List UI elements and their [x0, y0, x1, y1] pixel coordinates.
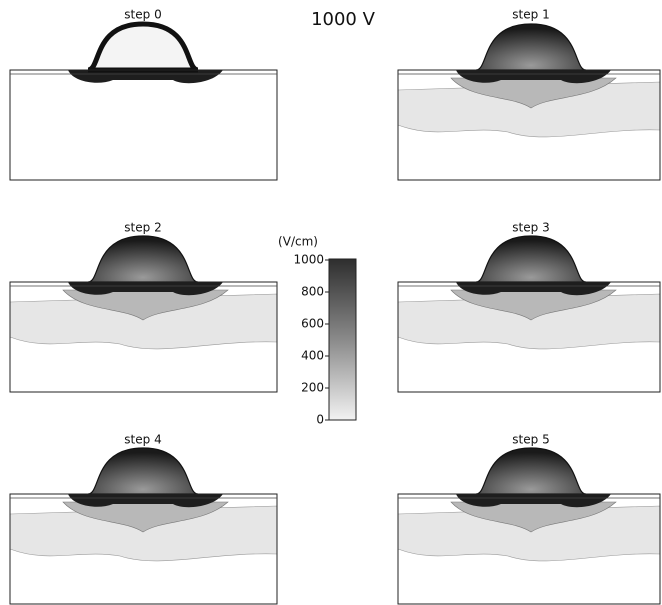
panel-title: step 4: [124, 433, 161, 447]
panel-title: step 1: [512, 8, 549, 22]
panel-title: step 2: [124, 221, 161, 235]
dome: [88, 24, 198, 70]
colorbar: [329, 259, 356, 420]
colorbar-tick-label: 0: [316, 413, 324, 427]
figure-title: 1000 V: [311, 9, 376, 30]
dome: [476, 448, 586, 494]
panel-frame: [10, 70, 277, 180]
colorbar-tick-label: 1000: [293, 253, 324, 267]
dome: [476, 24, 586, 70]
colorbar-tick-label: 800: [301, 285, 324, 299]
figure: 1000 V (V/cm) 0 200 400 600 800 1000 step 0 ste…: [0, 0, 662, 605]
dome: [88, 236, 198, 282]
panel-title: step 3: [512, 221, 549, 235]
colorbar-label: (V/cm): [278, 235, 318, 249]
colorbar-tick-label: 600: [301, 317, 324, 331]
dome: [88, 448, 198, 494]
dome: [476, 236, 586, 282]
colorbar-tick-label: 200: [301, 381, 324, 395]
colorbar-tick-label: 400: [301, 349, 324, 363]
panel-title: step 5: [512, 433, 549, 447]
panel-title: step 0: [124, 8, 161, 22]
